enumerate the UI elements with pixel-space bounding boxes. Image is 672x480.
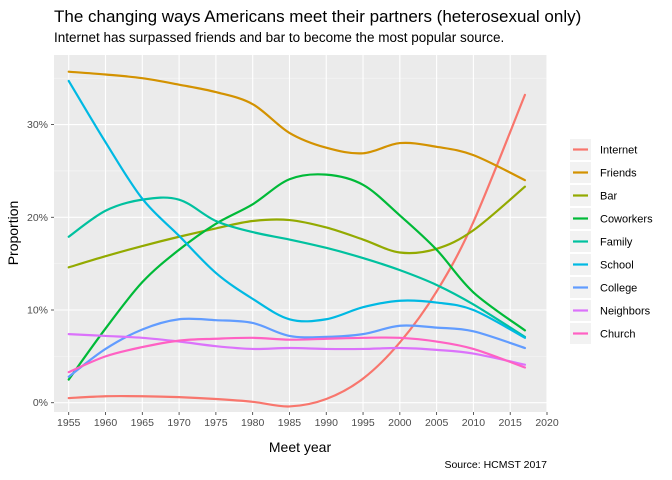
- y-tick-label: 30%: [27, 119, 48, 131]
- legend-label-family: Family: [600, 237, 633, 249]
- x-tick-label: 1960: [94, 417, 118, 429]
- series-line-coworkers: [67, 173, 527, 381]
- chart-title: The changing ways Americans meet their p…: [54, 7, 581, 26]
- series-line-college: [67, 317, 527, 378]
- x-axis-title: Meet year: [269, 439, 332, 455]
- series-lines: [67, 70, 527, 408]
- series-line-internet: [67, 93, 527, 408]
- legend-label-friends: Friends: [600, 168, 637, 180]
- x-tick-label: 2015: [499, 417, 523, 429]
- series-line-school: [67, 79, 527, 339]
- chart-caption: Source: HCMST 2017: [444, 459, 547, 471]
- x-tick-label: 1980: [241, 417, 265, 429]
- series-line-church: [67, 336, 527, 374]
- x-tick-label: 2010: [462, 417, 486, 429]
- legend-label-internet: Internet: [600, 145, 637, 157]
- x-tick-label: 1985: [278, 417, 302, 429]
- x-tick-label: 1995: [351, 417, 375, 429]
- series-line-friends: [67, 70, 527, 182]
- legend-label-neighbors: Neighbors: [600, 306, 651, 318]
- x-tick-label: 1955: [57, 417, 81, 429]
- y-tick-label: 0%: [33, 397, 48, 409]
- y-axis-title: Proportion: [5, 201, 21, 266]
- legend: Internet Friends Bar Coworkers Family School C…: [570, 138, 664, 345]
- legend-label-coworkers: Coworkers: [600, 214, 653, 226]
- chart-subtitle: Internet has surpassed friends and bar t…: [54, 30, 504, 45]
- y-tick-label: 10%: [27, 305, 48, 317]
- x-tick-label: 2005: [425, 417, 449, 429]
- y-tick-label: 20%: [27, 212, 48, 224]
- series-line-neighbors: [67, 333, 527, 366]
- legend-label-school: School: [600, 260, 634, 272]
- x-tick-label: 1990: [315, 417, 339, 429]
- x-axis: 1955 1960 1965 1970 1975 1980 1985 1990 1995 2000…: [57, 412, 559, 429]
- y-axis: 0% 10% 20% 30%: [27, 119, 54, 409]
- x-tick-label: 2020: [535, 417, 559, 429]
- x-tick-label: 1975: [204, 417, 228, 429]
- x-tick-label: 1965: [131, 417, 155, 429]
- x-tick-label: 1970: [167, 417, 191, 429]
- legend-label-college: College: [600, 283, 637, 295]
- x-tick-label: 2000: [388, 417, 412, 429]
- legend-label-church: Church: [600, 329, 635, 341]
- legend-label-bar: Bar: [600, 191, 617, 203]
